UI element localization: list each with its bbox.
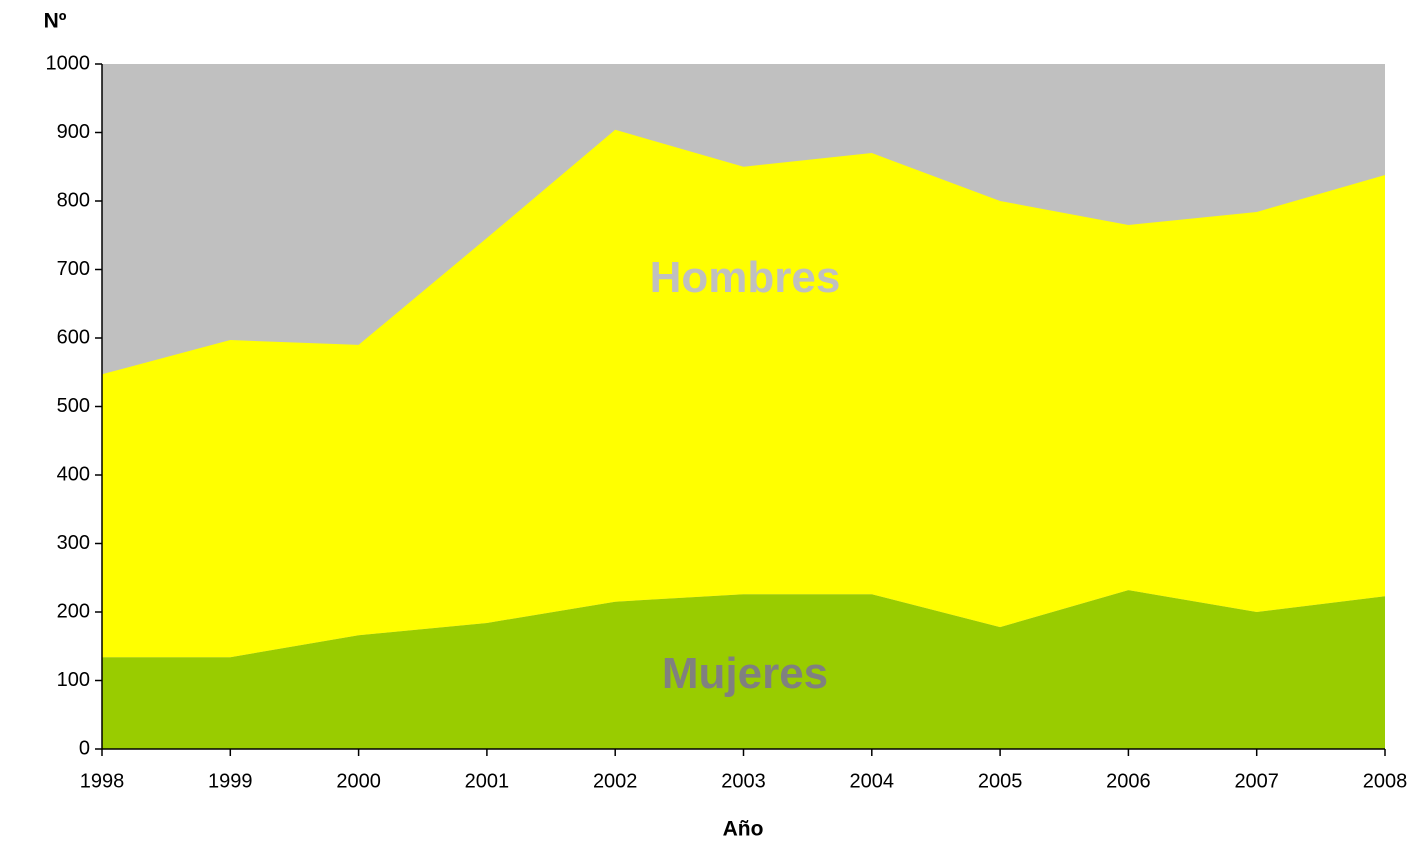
y-tick-label: 300	[57, 532, 90, 554]
y-tick-label: 600	[57, 326, 90, 348]
x-tick-label: 2003	[721, 770, 766, 792]
x-tick-label: 2005	[978, 770, 1023, 792]
x-tick-label: 2002	[593, 770, 638, 792]
series-label: Hombres	[650, 253, 841, 302]
x-tick-label: 2007	[1234, 770, 1279, 792]
y-tick-label: 1000	[46, 52, 91, 74]
y-tick-label: 700	[57, 258, 90, 280]
x-tick-label: 1999	[208, 770, 253, 792]
y-tick-label: 200	[57, 600, 90, 622]
y-tick-label: 900	[57, 121, 90, 143]
y-tick-label: 500	[57, 395, 90, 417]
x-tick-label: 2008	[1363, 770, 1408, 792]
x-tick-label: 1998	[80, 770, 125, 792]
y-tick-label: 0	[79, 737, 90, 759]
y-axis-title: Nº	[44, 10, 67, 33]
x-tick-label: 2006	[1106, 770, 1151, 792]
area	[102, 129, 1385, 658]
x-tick-label: 2000	[336, 770, 381, 792]
y-tick-label: 800	[57, 189, 90, 211]
x-axis-title: Año	[723, 818, 764, 841]
x-tick-label: 2004	[850, 770, 895, 792]
y-tick-label: 100	[57, 669, 90, 691]
y-tick-label: 400	[57, 463, 90, 485]
series-label: Mujeres	[662, 649, 828, 698]
area	[102, 590, 1385, 749]
x-tick-label: 2001	[465, 770, 510, 792]
